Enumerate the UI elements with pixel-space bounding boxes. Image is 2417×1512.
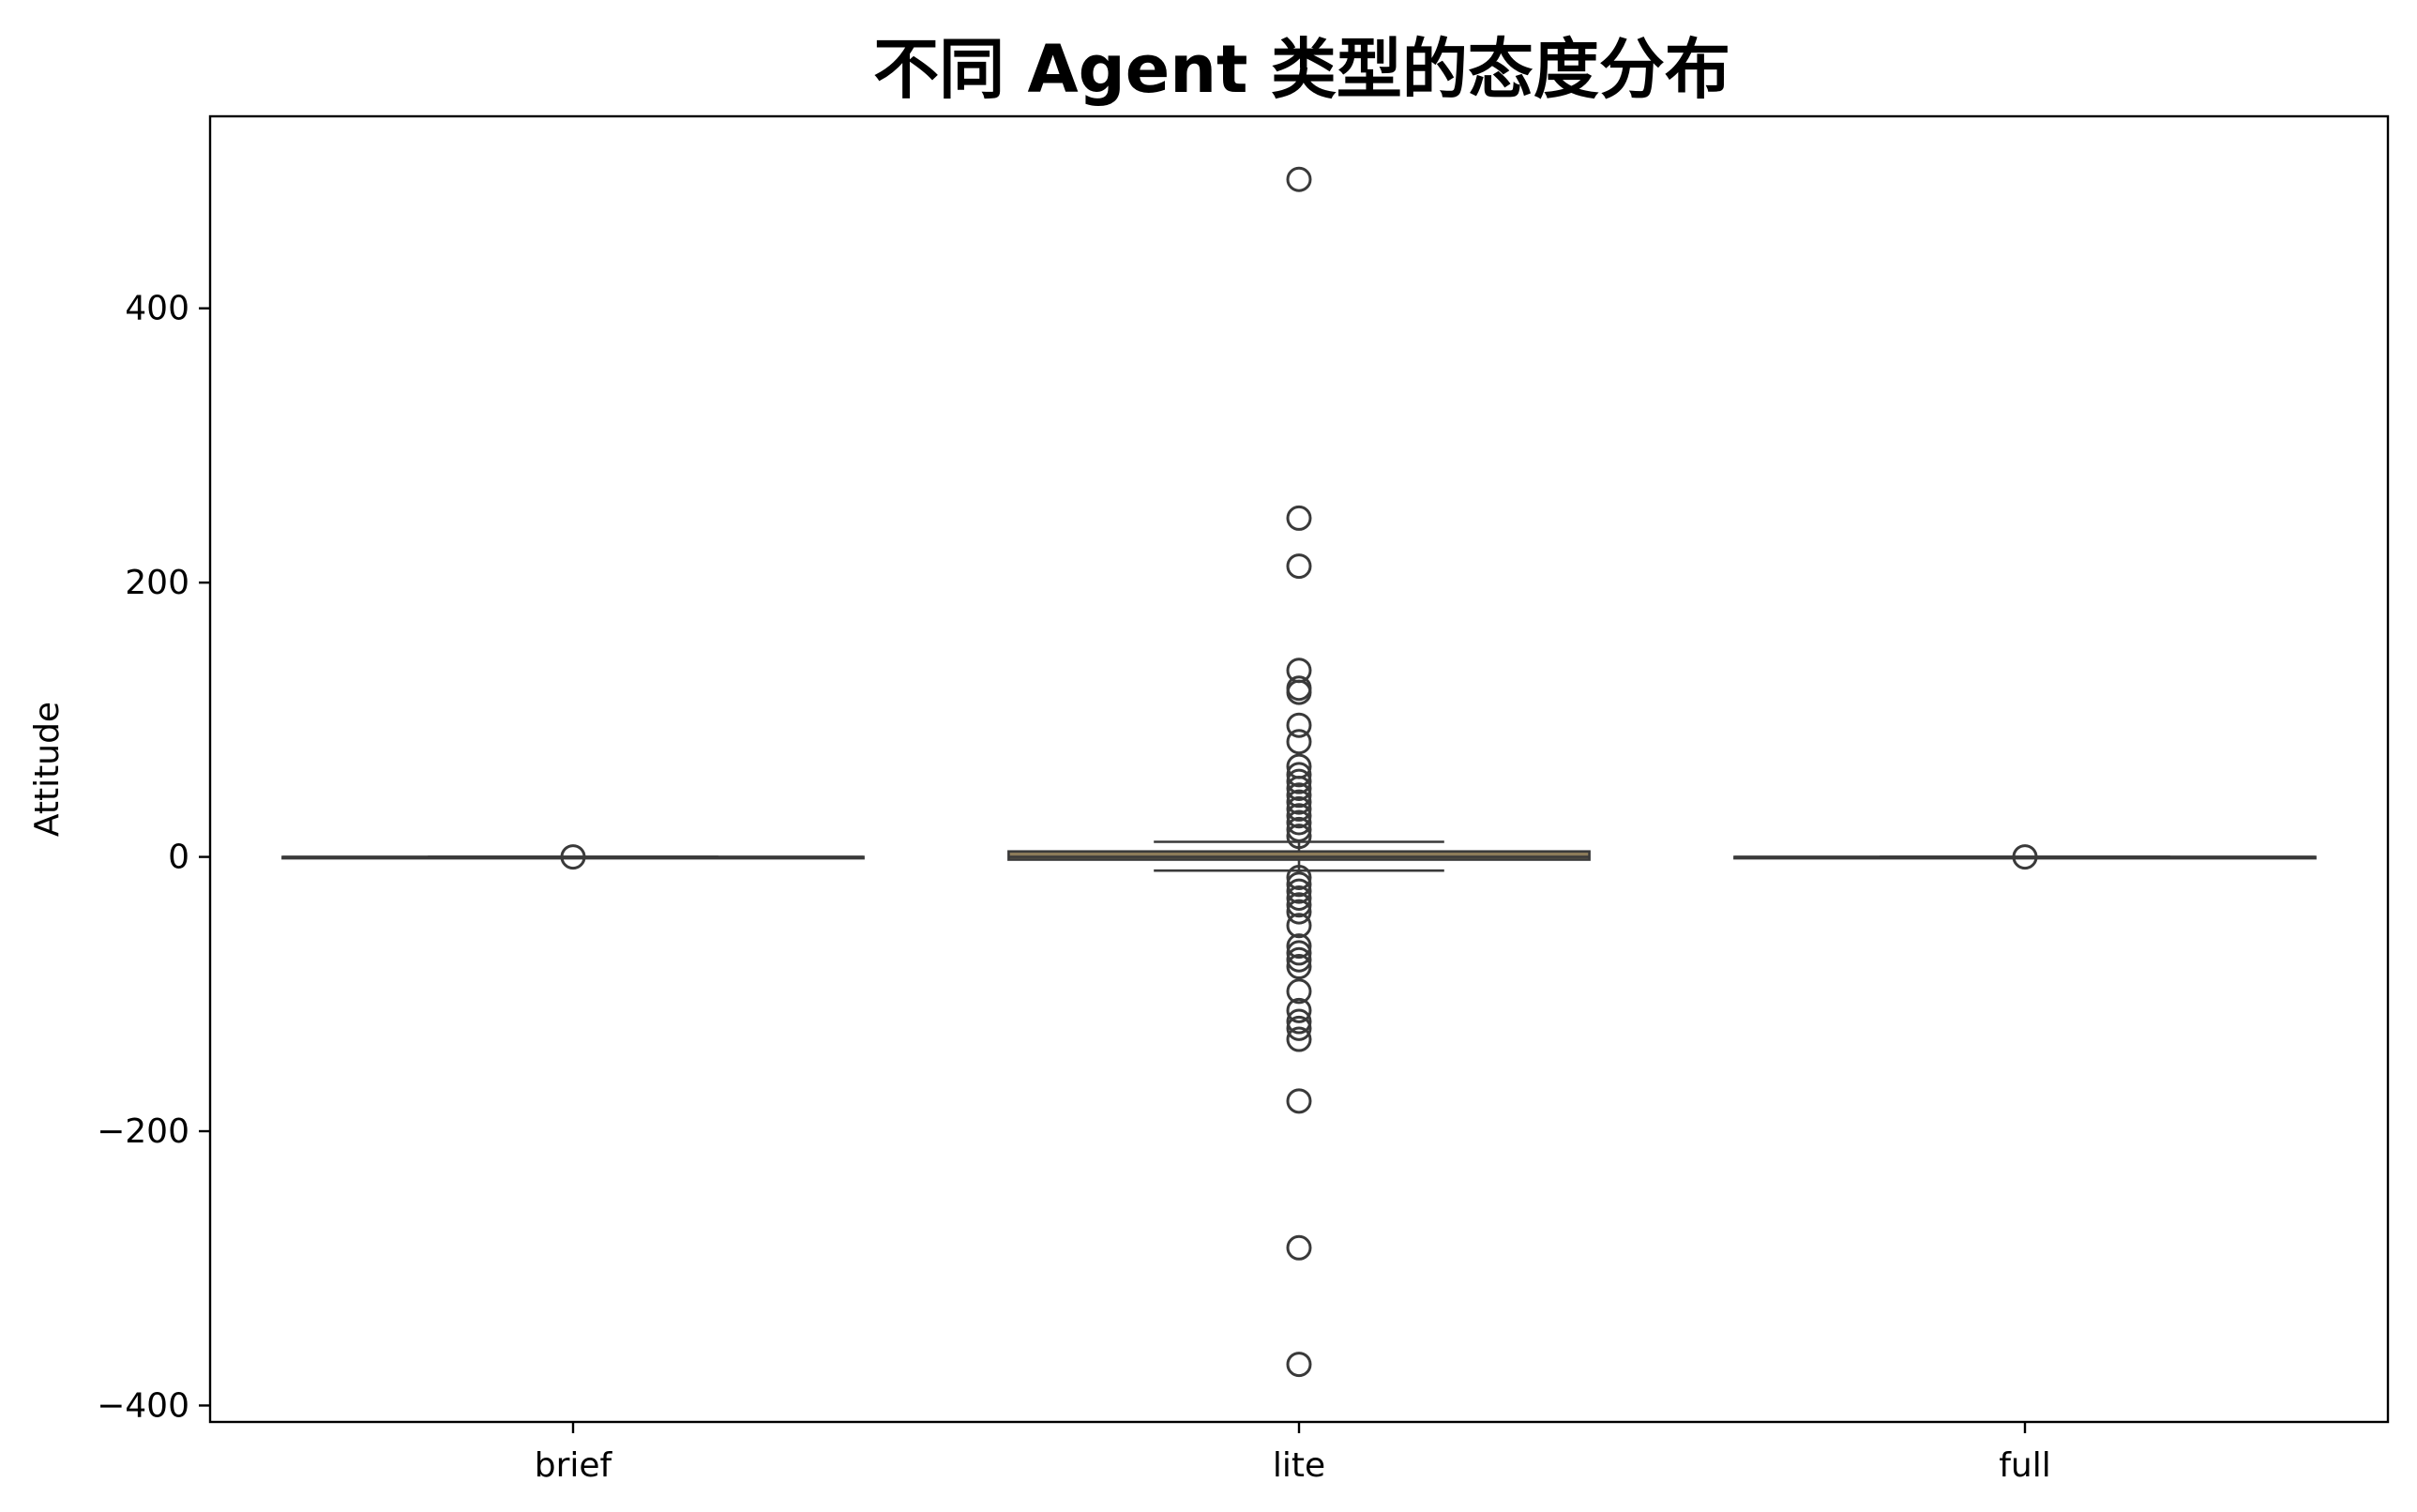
- box-full: [1733, 844, 2317, 870]
- outlier-point: [1286, 933, 1312, 960]
- outlier-point: [1286, 940, 1312, 966]
- outlier-point: [1286, 762, 1312, 788]
- outlier-point: [1286, 878, 1312, 904]
- y-tick-label: 400: [125, 290, 189, 328]
- outlier-point: [1286, 789, 1312, 815]
- outlier-point: [1286, 865, 1312, 891]
- outlier-point: [1286, 816, 1312, 842]
- y-tick-label: −200: [97, 1112, 189, 1151]
- outlier-point: [1286, 1088, 1312, 1114]
- outlier-point: [1286, 775, 1312, 801]
- chart-title: 不同 Agent 类型的态度分布: [873, 31, 1730, 108]
- plot-area: [281, 166, 2317, 1378]
- outlier-point: [1286, 978, 1312, 1005]
- outlier-point: [1286, 871, 1312, 898]
- outlier-point: [1286, 1015, 1312, 1041]
- outlier-point: [1286, 1352, 1312, 1378]
- outlier-point: [1286, 824, 1312, 850]
- outlier-point: [1286, 892, 1312, 918]
- outlier-point: [1286, 782, 1312, 809]
- outlier-point: [1286, 913, 1312, 939]
- outlier-point: [1286, 795, 1312, 822]
- outlier-point: [1286, 885, 1312, 911]
- outlier-point: [1286, 946, 1312, 973]
- y-tick-label: 200: [125, 564, 189, 602]
- x-tick-label: brief: [535, 1446, 613, 1485]
- outlier-point: [2012, 844, 2038, 870]
- outlier-point: [1286, 899, 1312, 925]
- outlier-point: [1286, 997, 1312, 1023]
- outlier-point: [1286, 729, 1312, 755]
- outlier-point: [1286, 954, 1312, 980]
- outlier-point: [1286, 768, 1312, 794]
- outlier-point: [1286, 809, 1312, 836]
- box-iqr: [1007, 850, 1591, 861]
- y-axis: −400 −200 0 200 400: [97, 290, 210, 1425]
- outlier-point: [1286, 1026, 1312, 1052]
- outlier-point: [1286, 803, 1312, 829]
- y-tick-label: 0: [168, 839, 189, 877]
- outlier-point: [1286, 1234, 1312, 1261]
- outlier-point: [1286, 553, 1312, 580]
- box-brief: [281, 844, 865, 870]
- x-tick-label: lite: [1273, 1446, 1325, 1485]
- x-axis: brief lite full: [535, 1422, 2051, 1485]
- outlier-point: [1286, 1008, 1312, 1035]
- x-tick-label: full: [1999, 1446, 2051, 1485]
- y-tick-label: −400: [97, 1386, 189, 1425]
- outlier-point: [1286, 505, 1312, 531]
- outlier-point: [1286, 166, 1312, 192]
- y-axis-label: Attitude: [28, 702, 67, 837]
- outlier-point: [1286, 712, 1312, 738]
- box-lite: [1007, 166, 1591, 1378]
- outlier-point: [1286, 679, 1312, 705]
- outlier-point: [560, 844, 586, 870]
